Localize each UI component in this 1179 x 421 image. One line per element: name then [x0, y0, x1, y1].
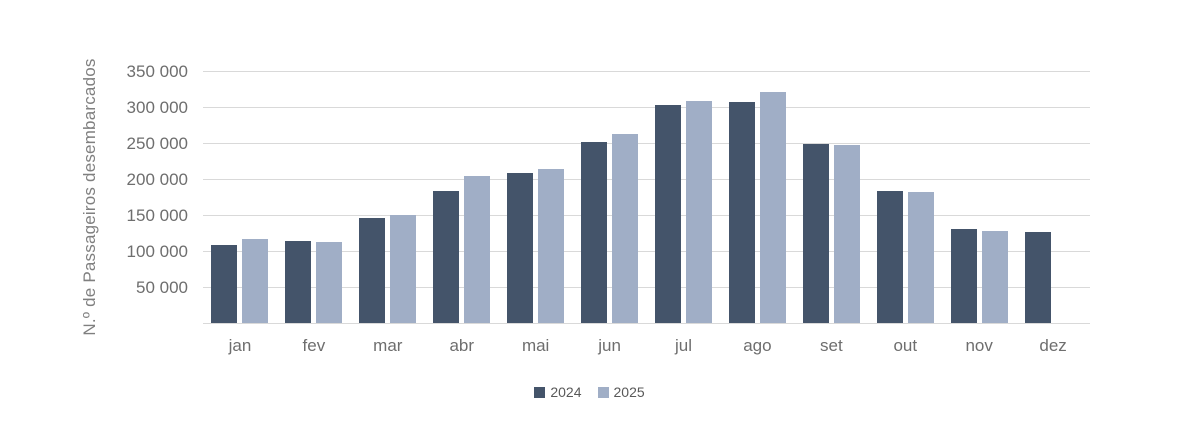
bar-group-nov: [942, 71, 1016, 323]
bar-2024-set: [802, 144, 829, 323]
bar-group-abr: [425, 71, 499, 323]
legend-swatch-2024: [534, 386, 546, 398]
bar-2024-abr: [433, 191, 460, 323]
bar-2025-mar: [390, 215, 417, 323]
bar-2024-dez: [1024, 231, 1051, 323]
x-tick-label-jan: jan: [228, 336, 252, 355]
legend-item-2024: 2024: [534, 384, 582, 400]
bar-2024-ago: [728, 101, 755, 323]
bar-2024-mai: [507, 172, 534, 323]
bar-2025-set: [833, 145, 860, 323]
bar-2025-nov: [981, 230, 1008, 323]
y-tick-label: 300 000: [126, 97, 188, 117]
legend-item-2025: 2025: [597, 384, 645, 400]
bar-group-mar: [351, 71, 425, 323]
legend-label: 2024: [550, 384, 582, 400]
bar-group-fev: [277, 71, 351, 323]
legend: 2024 2025: [0, 384, 1179, 400]
y-tick-label: 150 000: [126, 205, 188, 225]
bar-group-dez: [1016, 71, 1090, 323]
gridline: [203, 143, 1090, 144]
bar-2024-mar: [359, 217, 386, 323]
bar-2024-jun: [581, 141, 608, 323]
bar-group-set: [794, 71, 868, 323]
bar-group-jun: [573, 71, 647, 323]
y-tick-label: 350 000: [126, 61, 188, 81]
bar-2024-out: [876, 190, 903, 323]
gridline: [203, 323, 1090, 324]
bar-2025-abr: [464, 176, 491, 323]
bar-2025-ago: [759, 91, 786, 323]
x-tick-label-nov: nov: [965, 336, 993, 355]
bar-2024-jan: [211, 245, 238, 323]
bar-2025-out: [907, 191, 934, 323]
legend-label: 2025: [613, 384, 645, 400]
y-tick-label: 100 000: [126, 241, 188, 261]
x-tick-label-set: set: [819, 336, 843, 355]
bar-2025-jan: [242, 239, 269, 323]
x-tick-label-dez: dez: [1039, 336, 1067, 355]
bar-group-mai: [499, 71, 573, 323]
bar-2025-fev: [316, 241, 343, 323]
x-tick-label-abr: abr: [449, 336, 475, 355]
bar-2024-jul: [654, 104, 681, 323]
x-tick-label-out: out: [893, 336, 918, 355]
gridline: [203, 287, 1090, 288]
bar-group-out: [868, 71, 942, 323]
x-axis-tick-labels: jan fev mar abr mai jun jul ago set out nov dez: [203, 336, 1090, 356]
x-tick-label-jul: jul: [674, 336, 692, 355]
gridline: [203, 179, 1090, 180]
y-tick-label: 200 000: [126, 169, 188, 189]
gridline: [203, 215, 1090, 216]
bar-group-jul: [647, 71, 721, 323]
bar-2025-jul: [685, 100, 712, 323]
bar-group-jan: [203, 71, 277, 323]
y-tick-label: 250 000: [126, 133, 188, 153]
plot-area: [203, 71, 1090, 324]
gridline: [203, 251, 1090, 252]
y-axis-tick-labels: 50 000 100 000 150 000 200 000 250 000 300 00…: [0, 0, 188, 421]
x-tick-label-fev: fev: [302, 336, 326, 355]
bar-groups: [203, 71, 1090, 323]
bar-2024-nov: [950, 228, 977, 323]
x-tick-label-mar: mar: [373, 336, 403, 355]
bar-2025-mai: [538, 168, 565, 323]
bar-2025-jun: [612, 134, 639, 323]
legend-swatch-2025: [597, 386, 609, 398]
x-tick-label-mai: mai: [521, 336, 550, 355]
gridline: [203, 107, 1090, 108]
gridline: [203, 71, 1090, 72]
x-tick-label-jun: jun: [598, 336, 621, 355]
bar-2024-fev: [285, 240, 312, 323]
y-tick-label: 50 000: [136, 277, 188, 297]
x-tick-label-ago: ago: [743, 336, 772, 355]
bar-group-ago: [720, 71, 794, 323]
